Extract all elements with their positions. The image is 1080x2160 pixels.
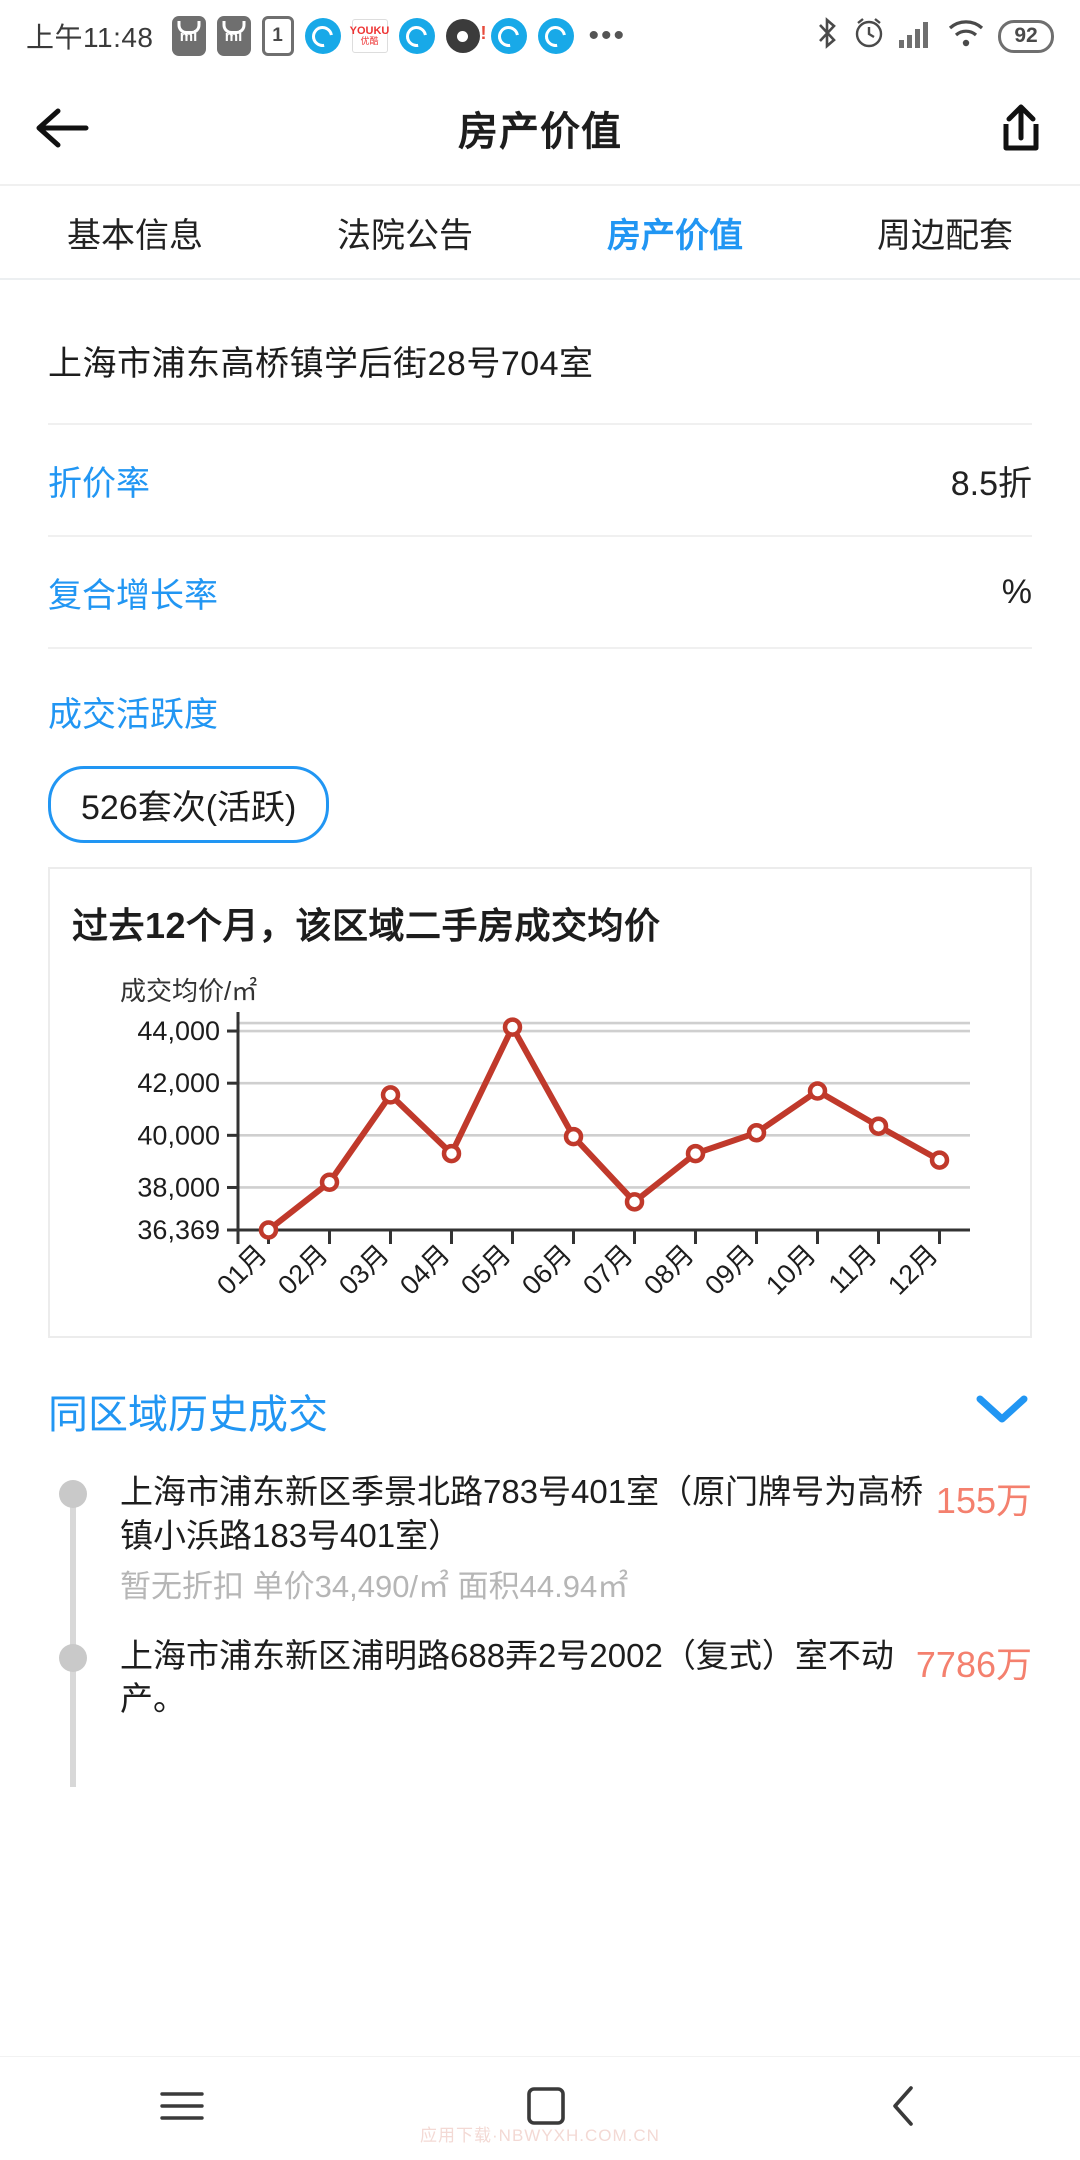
svg-text:01月: 01月: [211, 1239, 273, 1301]
row-label: 复合增长率: [48, 576, 218, 615]
back-arrow-icon[interactable]: [34, 105, 90, 151]
transaction-activity-section: 成交活跃度 526套次(活跃): [48, 647, 1032, 843]
status-icon-group: mi mi 1 YOUKU 优酷 ! •••: [171, 16, 804, 56]
history-section-header[interactable]: 同区域历史成交: [48, 1338, 1032, 1470]
row-label: 折价率: [48, 464, 150, 503]
wifi-icon: [947, 18, 985, 55]
bluetooth-icon: [814, 16, 840, 57]
svg-text:12月: 12月: [882, 1239, 944, 1301]
youku-top-text: YOUKU: [349, 25, 390, 37]
status-system-icons: 92: [814, 16, 1054, 57]
property-address: 上海市浦东高桥镇学后街28号704室: [48, 345, 594, 383]
share-icon[interactable]: [996, 102, 1046, 154]
chart-y-axis-label: 成交均价/㎡: [120, 976, 258, 1006]
svg-text:05月: 05月: [455, 1239, 517, 1301]
row-value: %: [1001, 572, 1032, 611]
more-dots-icon: •••: [588, 19, 627, 52]
transaction-activity-label: 成交活跃度: [48, 696, 218, 734]
ring-icon: [398, 18, 435, 54]
row-discount-rate: 折价率 8.5折: [48, 423, 1032, 535]
timeline-line: [70, 1496, 76, 1788]
svg-text:09月: 09月: [699, 1239, 761, 1301]
svg-text:07月: 07月: [577, 1239, 639, 1301]
mi-icon: mi: [171, 16, 206, 56]
menu-icon[interactable]: [159, 2089, 205, 2128]
ring-icon: [304, 18, 341, 54]
history-address: 上海市浦东新区浦明路688弄2号2002（复式）室不动产。: [120, 1636, 894, 1718]
svg-text:44,000: 44,000: [137, 1016, 220, 1046]
price-chart-card: 过去12个月，该区域二手房成交均价 成交均价/㎡ 44,000 42,000 40,…: [48, 867, 1032, 1338]
svg-text:36,369: 36,369: [137, 1215, 220, 1245]
alarm-icon: [853, 17, 885, 56]
svg-text:11月: 11月: [823, 1239, 883, 1299]
tab-bar: 基本信息 法院公告 房产价值 周边配套: [0, 184, 1080, 280]
ring-icon: [490, 18, 527, 54]
sim-1-icon: 1: [261, 16, 294, 56]
history-address: 上海市浦东新区季景北路783号401室（原门牌号为高桥镇小浜路183号401室）: [120, 1473, 924, 1554]
tab-property-value[interactable]: 房产价值: [607, 216, 743, 255]
ring-icon: [537, 18, 574, 54]
history-detail: 暂无折扣 单价34,490/㎡ 面积44.94㎡: [120, 1568, 629, 1604]
watermark-text: 应用下载·NBWYXH.COM.CN: [420, 2126, 660, 2145]
mi-icon: mi: [216, 16, 251, 56]
signal-icon: [898, 18, 934, 55]
main-content: 上海市浦东高桥镇学后街28号704室 折价率 8.5折 复合增长率 % 成交活跃…: [0, 280, 1080, 1788]
youku-bottom-text: 优酷: [360, 36, 379, 46]
tab-surroundings[interactable]: 周边配套: [877, 216, 1013, 255]
svg-text:42,000: 42,000: [137, 1068, 220, 1098]
svg-text:40,000: 40,000: [137, 1120, 220, 1150]
tab-basic-info[interactable]: 基本信息: [67, 216, 203, 255]
chevron-down-icon[interactable]: [972, 1389, 1032, 1434]
row-value: 8.5折: [950, 464, 1032, 503]
svg-text:10月: 10月: [760, 1239, 822, 1301]
page-title: 房产价值: [458, 110, 622, 154]
youku-icon: YOUKU 优酷: [349, 19, 390, 53]
history-price: 7786万: [915, 1643, 1032, 1685]
tab-court-notice[interactable]: 法院公告: [337, 216, 473, 255]
chart-title: 过去12个月，该区域二手房成交均价: [72, 905, 661, 946]
svg-text:03月: 03月: [333, 1239, 395, 1301]
svg-text:08月: 08月: [638, 1239, 700, 1301]
status-badge: 526套次(活跃): [48, 766, 330, 843]
home-square-icon[interactable]: [524, 2084, 568, 2133]
history-title: 同区域历史成交: [48, 1393, 328, 1437]
svg-text:06月: 06月: [516, 1239, 578, 1301]
android-nav-bar: [0, 2056, 1080, 2160]
list-item[interactable]: 上海市浦东新区浦明路688弄2号2002（复式）室不动产。 7786万: [59, 1634, 1032, 1748]
history-price: 155万: [935, 1480, 1032, 1521]
status-time: 上午11:48: [26, 22, 154, 53]
app-header: 房产价值: [0, 72, 1080, 184]
history-list: 上海市浦东新区季景北路783号401室（原门牌号为高桥镇小浜路183号401室）…: [48, 1470, 1032, 1788]
list-item[interactable]: 上海市浦东新区季景北路783号401室（原门牌号为高桥镇小浜路183号401室）…: [59, 1470, 1032, 1634]
dark-dot-icon: !: [445, 19, 487, 53]
svg-text:38,000: 38,000: [137, 1172, 220, 1202]
svg-text:02月: 02月: [272, 1239, 334, 1301]
battery-icon: 92: [998, 19, 1054, 53]
row-cagr: 复合增长率 %: [48, 535, 1032, 647]
timeline-dot-icon: [59, 1643, 87, 1672]
status-bar: 上午11:48 mi mi 1 YOUKU 优酷 ! •••: [0, 0, 1080, 72]
back-chevron-icon[interactable]: [887, 2083, 921, 2134]
svg-text:04月: 04月: [394, 1239, 456, 1301]
timeline-dot-icon: [59, 1480, 87, 1508]
